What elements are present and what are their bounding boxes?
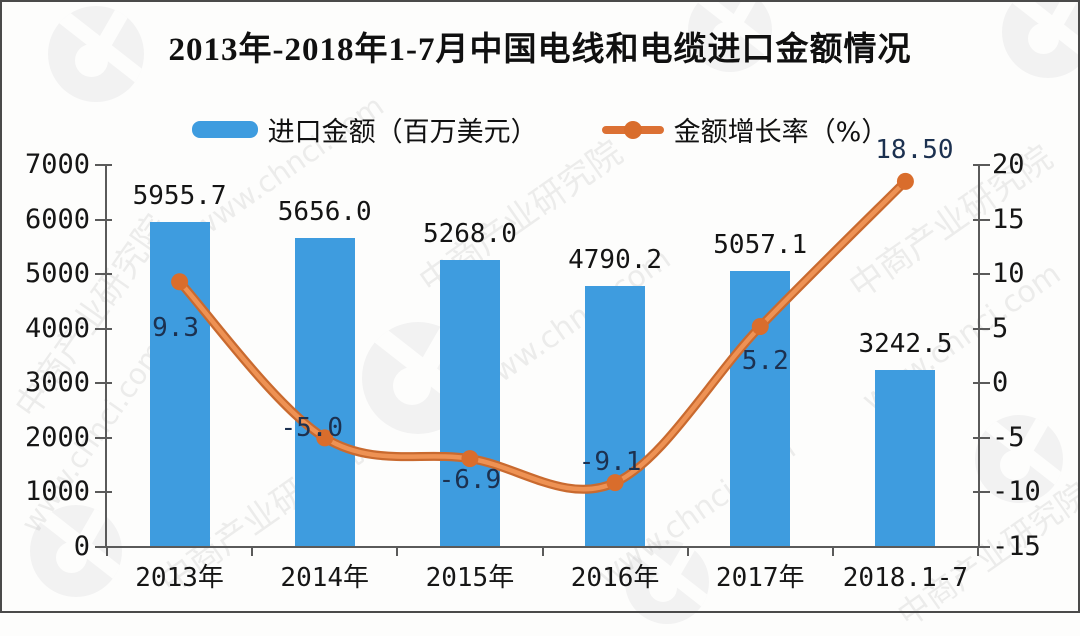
bar-series-swatch-icon <box>191 121 258 138</box>
bar-2013年 <box>149 221 210 547</box>
line-value-label: -9.1 <box>578 446 642 477</box>
legend-item-import-amount: 进口金额（百万美元） <box>191 110 538 149</box>
left-axis-tick <box>95 327 112 330</box>
left-axis-tick <box>95 546 112 548</box>
bar-value-label: 3242.5 <box>858 329 953 360</box>
right-axis-tick-label: 5 <box>992 312 1009 344</box>
left-axis-tick <box>95 491 112 494</box>
x-axis-category-label: 2013年 <box>135 563 224 593</box>
right-axis-tick <box>973 327 990 330</box>
legend-label-growth-rate: 金额增长率（%） <box>673 117 889 148</box>
left-axis-tick-label: 3000 <box>24 367 90 399</box>
x-axis-category-label: 2018.1-7 <box>842 563 969 593</box>
bar-2018.1-7 <box>875 370 936 547</box>
x-axis-tick <box>831 547 834 556</box>
x-axis-category-label: 2015年 <box>425 563 515 593</box>
legend-label-import-amount: 进口金额（百万美元） <box>267 117 538 148</box>
left-axis-tick-label: 0 <box>73 531 90 562</box>
line-value-label: 5.2 <box>741 345 789 376</box>
right-axis-tick <box>973 436 990 439</box>
bar-value-label: 5057.1 <box>713 230 808 261</box>
left-axis-tick <box>95 218 112 221</box>
bar-2014年 <box>294 238 355 547</box>
x-axis-category-label: 2016年 <box>570 563 660 593</box>
x-axis-category-label: 2014年 <box>280 563 370 593</box>
x-axis-tick <box>541 547 544 556</box>
x-axis-tick <box>977 547 979 556</box>
left-axis-tick <box>95 382 112 385</box>
line-value-label: 9.3 <box>152 312 200 343</box>
bar-2016年 <box>585 285 646 547</box>
right-axis-tick <box>973 546 990 548</box>
right-axis-tick <box>973 218 990 221</box>
line-marker-icon <box>896 172 914 190</box>
right-axis-tick-label: 15 <box>992 203 1025 235</box>
legend-item-growth-rate: 金额增长率（%） <box>601 110 889 149</box>
right-axis-line <box>978 165 980 547</box>
line-series-swatch-icon <box>601 120 664 139</box>
left-axis-tick-label: 2000 <box>24 421 90 453</box>
left-axis-tick <box>95 273 112 276</box>
bar-2017年 <box>730 271 791 547</box>
right-axis-tick-label: 20 <box>992 149 1025 180</box>
left-axis-tick-label: 1000 <box>24 476 90 508</box>
bar-value-label: 5955.7 <box>132 180 227 211</box>
left-axis-tick-label: 6000 <box>24 203 90 235</box>
x-axis-tick <box>686 547 689 556</box>
right-axis-tick <box>973 273 990 276</box>
right-axis-tick-label: -15 <box>992 531 1041 562</box>
chart-title: 2013年-2018年1-7月中国电线和电缆进口金额情况 <box>168 32 912 68</box>
line-value-label: 18.50 <box>875 135 954 166</box>
right-axis-tick-label: 10 <box>992 258 1025 290</box>
left-axis-tick <box>95 164 112 166</box>
right-axis-tick-label: -5 <box>992 421 1025 453</box>
x-axis-tick <box>106 547 108 556</box>
left-axis-line <box>105 165 107 547</box>
left-axis-tick-label: 4000 <box>24 312 90 344</box>
left-axis-tick <box>95 436 112 439</box>
right-axis-tick-label: -10 <box>992 476 1041 508</box>
left-axis-tick-label: 5000 <box>24 258 90 290</box>
right-axis-tick-label: 0 <box>992 367 1009 399</box>
left-axis-tick-label: 7000 <box>24 149 90 180</box>
right-axis-tick <box>973 164 990 166</box>
legend: 进口金额（百万美元） 金额增长率（%） <box>0 110 1080 149</box>
right-axis-tick <box>973 491 990 494</box>
x-axis-tick <box>251 547 254 556</box>
right-axis-tick <box>973 382 990 385</box>
bar-2015年 <box>439 259 500 547</box>
line-value-label: -6.9 <box>438 464 502 495</box>
line-value-label: -5.0 <box>280 412 344 443</box>
bar-value-label: 5268.0 <box>422 218 517 249</box>
x-axis-category-label: 2017年 <box>715 563 805 593</box>
bar-value-label: 4790.2 <box>568 244 663 275</box>
line-marker-dot-icon <box>623 120 642 139</box>
x-axis-tick <box>396 547 399 556</box>
bar-value-label: 5656.0 <box>277 197 372 228</box>
